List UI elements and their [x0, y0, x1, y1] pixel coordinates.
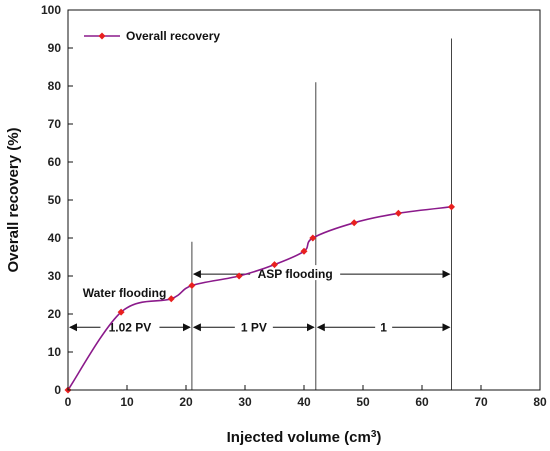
- span-label: 1: [380, 320, 387, 334]
- y-tick-label: 100: [41, 3, 61, 17]
- y-tick-label: 60: [48, 155, 62, 169]
- legend: Overall recovery: [84, 29, 220, 43]
- span-label-bg: [234, 319, 273, 334]
- plot-frame: [67, 9, 541, 391]
- y-tick-label: 0: [54, 383, 61, 397]
- x-axis-title-end: ): [376, 429, 381, 446]
- x-axis-title-main: Injected volume (cm: [227, 429, 371, 446]
- y-tick-label: 40: [48, 231, 62, 245]
- span-label-bg: [100, 319, 160, 334]
- y-axis-title: Overall recovery (%): [5, 127, 22, 272]
- legend-marker: [98, 32, 106, 40]
- data-point: [167, 295, 175, 303]
- y-tick-label: 10: [48, 345, 62, 359]
- vlines-layer: [191, 38, 452, 390]
- x-tick-label: 20: [179, 395, 193, 409]
- phase-annotation: Water flooding: [83, 286, 167, 300]
- data-point: [309, 234, 317, 242]
- x-axis-title-superscript: 3: [371, 429, 377, 440]
- x-tick-label: 30: [238, 395, 252, 409]
- y-tick-label: 20: [48, 307, 62, 321]
- span-label-bg: [375, 319, 393, 334]
- x-tick-label: 10: [120, 395, 134, 409]
- x-tick-label: 40: [297, 395, 311, 409]
- legend-label: Overall recovery: [126, 29, 220, 43]
- data-point: [350, 219, 358, 227]
- x-tick-label: 80: [533, 395, 547, 409]
- y-tick-label: 30: [48, 269, 62, 283]
- data-point: [188, 282, 196, 289]
- phase-annotation: ASP flooding: [258, 267, 333, 281]
- x-tick-label: 60: [415, 395, 429, 409]
- data-point: [448, 203, 455, 211]
- x-tick-label: 50: [356, 395, 370, 409]
- y-tick-label: 70: [48, 117, 62, 131]
- ticks-layer: 0 10 20 30 40 50 60 70 80 0 10 20 30 40 50 60 70 80 90 100: [41, 3, 547, 409]
- x-tick-label: 70: [474, 395, 488, 409]
- x-axis-title: Injected volume (cm3): [227, 429, 382, 447]
- span-label: 1.02 PV: [109, 320, 152, 334]
- data-point: [117, 308, 125, 316]
- data-point: [271, 261, 278, 269]
- annotation-bg: [250, 265, 341, 281]
- series-layer: [64, 203, 455, 394]
- annotation-layer: 1.02 PV Water flooding ASP flooding 1 PV 1: [69, 265, 451, 334]
- span-label: 1 PV: [241, 320, 267, 334]
- y-tick-label: 80: [48, 79, 62, 93]
- data-point: [394, 209, 402, 217]
- y-tick-label: 50: [48, 193, 62, 207]
- data-point: [235, 272, 243, 280]
- data-point: [300, 247, 308, 255]
- x-tick-label: 0: [65, 395, 72, 409]
- y-tick-label: 90: [48, 41, 62, 55]
